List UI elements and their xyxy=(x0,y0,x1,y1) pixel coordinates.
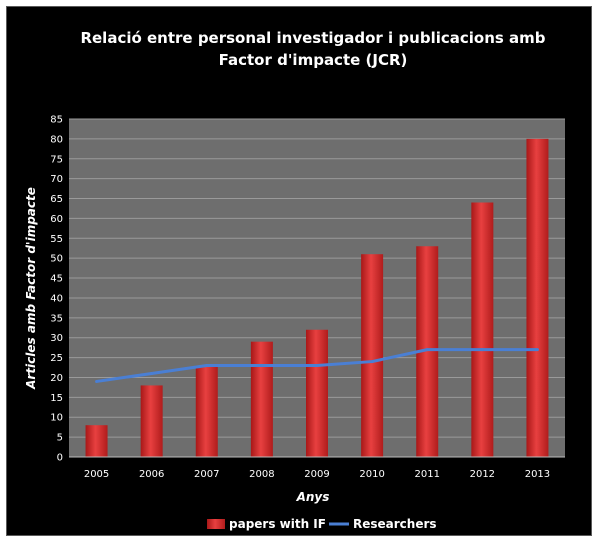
y-tick-label: 0 xyxy=(57,453,63,464)
bar-papers-with-if-2010 xyxy=(361,254,384,457)
bars xyxy=(85,138,549,457)
y-tick-label: 60 xyxy=(50,214,63,225)
y-axis-label: Articles amb Factor d'impacte xyxy=(24,187,38,390)
x-tick-label-2008: 2008 xyxy=(249,469,274,480)
bar-papers-with-if-2011 xyxy=(416,246,439,457)
bar-line-chart: Relació entre personal investigador i pu… xyxy=(24,29,565,531)
legend-label-researchers: Researchers xyxy=(353,517,437,531)
bar-papers-with-if-2009 xyxy=(306,329,328,457)
x-tick-label-2010: 2010 xyxy=(359,469,384,480)
y-tick-label: 65 xyxy=(50,194,63,205)
x-axis-label: Anys xyxy=(296,490,330,504)
legend: papers with IF Researchers xyxy=(207,517,437,531)
legend-label-papers: papers with IF xyxy=(229,517,326,531)
point-researchers-2005 xyxy=(95,379,99,383)
y-tick-label: 10 xyxy=(50,413,63,424)
y-tick-label: 85 xyxy=(50,115,63,126)
point-researchers-2013 xyxy=(535,348,539,352)
chart-title-line-2: Factor d'impacte (JCR) xyxy=(219,51,408,69)
y-tick-label: 50 xyxy=(50,254,63,265)
y-tick-label: 15 xyxy=(50,393,63,404)
bar-papers-with-if-2012 xyxy=(471,202,494,457)
point-researchers-2009 xyxy=(315,364,319,368)
y-tick-label: 35 xyxy=(50,313,63,324)
y-tick-label: 55 xyxy=(50,234,63,245)
x-tick-label-2007: 2007 xyxy=(194,469,219,480)
point-researchers-2012 xyxy=(480,348,484,352)
y-tick-label: 45 xyxy=(50,274,63,285)
chart-title-line-1: Relació entre personal investigador i pu… xyxy=(80,29,545,47)
x-tick-label-2005: 2005 xyxy=(84,469,109,480)
bar-papers-with-if-2005 xyxy=(85,425,108,457)
x-tick-label-2013: 2013 xyxy=(525,469,550,480)
legend-swatch-papers xyxy=(207,519,225,529)
y-tick-label: 40 xyxy=(50,293,63,304)
point-researchers-2006 xyxy=(150,371,154,375)
y-tick-label: 75 xyxy=(50,154,63,165)
x-tick-label-2006: 2006 xyxy=(139,469,164,480)
bar-papers-with-if-2013 xyxy=(526,138,549,457)
y-tick-label: 5 xyxy=(57,433,63,444)
bar-papers-with-if-2007 xyxy=(195,365,218,457)
researchers-line-layer xyxy=(95,348,539,383)
point-researchers-2007 xyxy=(205,364,209,368)
x-tick-label-2011: 2011 xyxy=(414,469,439,480)
bar-papers-with-if-2006 xyxy=(140,385,163,457)
y-axis-ticks: 0 5 10 15 20 25 30 35 40 45 50 55 60 65 70 75 80 85 xyxy=(50,115,63,464)
point-researchers-2011 xyxy=(425,348,429,352)
y-tick-label: 25 xyxy=(50,353,63,364)
y-tick-label: 30 xyxy=(50,333,63,344)
y-tick-label: 20 xyxy=(50,373,63,384)
point-researchers-2008 xyxy=(260,364,264,368)
point-researchers-2010 xyxy=(370,360,374,364)
x-axis-ticks: 2005 2006 2007 2008 2009 2010 2011 2012 2013 xyxy=(84,469,550,480)
bar-papers-with-if-2008 xyxy=(250,341,273,457)
x-tick-label-2009: 2009 xyxy=(304,469,329,480)
chart-container: Relació entre personal investigador i pu… xyxy=(6,6,592,536)
y-tick-label: 80 xyxy=(50,134,63,145)
y-tick-label: 70 xyxy=(50,174,63,185)
x-tick-label-2012: 2012 xyxy=(470,469,495,480)
